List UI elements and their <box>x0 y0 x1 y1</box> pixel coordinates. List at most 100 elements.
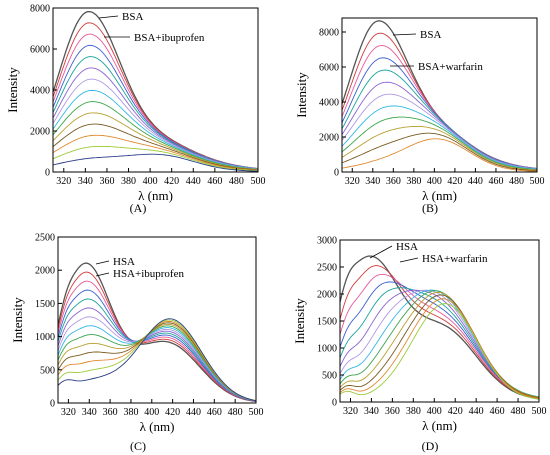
annotation-label: BSA <box>420 29 441 41</box>
x-tick-label: 380 <box>123 407 138 418</box>
y-axis-label: Intensity <box>292 298 307 344</box>
series-line <box>340 303 539 400</box>
x-tick-label: 360 <box>103 407 118 418</box>
x-tick-label: 460 <box>207 407 222 418</box>
series-line <box>340 298 539 399</box>
x-tick-label: 500 <box>251 176 266 187</box>
y-tick-label: 8000 <box>319 28 339 39</box>
series-line <box>53 101 258 170</box>
x-tick-label: 320 <box>345 176 360 187</box>
x-tick-label: 480 <box>509 176 524 187</box>
annotation-label: BSA <box>122 11 143 23</box>
annotation-label: HSA+ibuprofen <box>113 268 184 280</box>
y-tick-label: 0 <box>334 168 339 179</box>
panel-a: 320 340 360 380 400 420 440 460 480 500 0 2000 4000 6… <box>5 4 266 204</box>
y-tick-label: 2000 <box>35 266 55 277</box>
x-tick-label: 440 <box>186 176 201 187</box>
x-tick-label: 400 <box>143 176 158 187</box>
x-tick-label: 500 <box>249 407 264 418</box>
series-line <box>342 105 537 170</box>
series-group <box>342 20 537 172</box>
x-tick-label: 340 <box>82 407 97 418</box>
plot-frame <box>57 236 257 404</box>
x-tick-label: 340 <box>364 406 379 417</box>
x-tick-label: 500 <box>532 406 547 417</box>
series-line <box>53 153 258 172</box>
series-line <box>342 81 537 170</box>
series-line <box>342 138 537 172</box>
y-axis-label: Intensity <box>294 72 309 118</box>
y-tick-label: 6000 <box>30 45 50 56</box>
series-line <box>53 123 258 171</box>
x-tick-label: 460 <box>488 176 503 187</box>
panel-label-b: (B) <box>422 201 438 215</box>
annotation-label: BSA+ibuprofen <box>134 32 205 44</box>
y-tick-label: 0 <box>50 399 55 410</box>
y-tick-label: 1500 <box>35 299 55 310</box>
y-tick-label: 1500 <box>317 317 337 328</box>
x-tick-label: 420 <box>447 176 462 187</box>
x-tick-label: 400 <box>427 406 442 417</box>
series-group <box>340 255 539 400</box>
series-line <box>58 280 256 402</box>
series-line <box>58 289 256 402</box>
annotation-label: BSA+warfarin <box>418 61 483 73</box>
x-tick-label: 480 <box>228 407 243 418</box>
annotation-arrow <box>98 15 119 19</box>
plot-frame <box>341 17 538 173</box>
x-tick-label: 360 <box>99 176 114 187</box>
y-tick-label: 1000 <box>317 344 337 355</box>
x-tick-label: 320 <box>343 406 358 417</box>
x-tick-label: 440 <box>469 406 484 417</box>
y-tick-label: 4000 <box>30 86 50 97</box>
y-tick-label: 0 <box>332 398 337 409</box>
x-axis-label: λ (nm) <box>422 418 457 433</box>
annotation-label: HSA <box>396 241 418 253</box>
y-tick-label: 0 <box>45 168 50 179</box>
annotation-label: HSA+warfarin <box>422 253 488 265</box>
series-line <box>342 20 537 170</box>
series-line <box>53 67 258 170</box>
series-line <box>340 265 539 399</box>
panel-label-d: (D) <box>422 439 439 453</box>
y-tick-label: 2000 <box>317 290 337 301</box>
panel-d: 320 340 360 380 400 420 440 460 480 500 0 500 1000 15… <box>292 236 547 434</box>
series-line <box>340 294 539 399</box>
x-tick-label: 400 <box>427 176 442 187</box>
panel-c: 320 340 360 380 400 420 440 460 480 500 0 500 1000 15… <box>10 233 264 435</box>
x-tick-label: 340 <box>365 176 380 187</box>
series-group <box>53 10 258 172</box>
series-line <box>58 318 256 402</box>
x-tick-label: 380 <box>121 176 136 187</box>
series-line <box>342 116 537 171</box>
y-tick-label: 3000 <box>317 236 337 247</box>
y-tick-label: 500 <box>322 371 337 382</box>
annotation-arrow <box>95 260 110 265</box>
series-line <box>58 271 256 402</box>
annotation-arrow <box>399 257 419 263</box>
series-line <box>342 125 537 171</box>
series-line <box>58 262 256 403</box>
x-tick-label: 480 <box>229 176 244 187</box>
series-line <box>340 273 539 399</box>
x-tick-label: 420 <box>448 406 463 417</box>
x-tick-label: 340 <box>78 176 93 187</box>
series-line <box>53 89 258 170</box>
y-tick-label: 2000 <box>30 127 50 138</box>
x-tick-label: 320 <box>61 407 76 418</box>
x-tick-label: 320 <box>56 176 71 187</box>
series-line <box>342 132 537 172</box>
series-group <box>58 262 256 403</box>
panel-label-a: (A) <box>130 201 147 215</box>
y-tick-label: 2000 <box>319 133 339 144</box>
series-line <box>53 22 258 170</box>
series-line <box>53 145 258 172</box>
annotation-arrow <box>369 245 393 259</box>
x-tick-label: 360 <box>386 176 401 187</box>
x-tick-label: 480 <box>511 406 526 417</box>
series-line <box>342 69 537 170</box>
x-tick-label: 400 <box>144 407 159 418</box>
series-line <box>342 57 537 169</box>
panel-b: 320 340 360 380 400 420 440 460 480 500 0 2000 4000 6… <box>294 17 545 203</box>
series-line <box>53 56 258 170</box>
